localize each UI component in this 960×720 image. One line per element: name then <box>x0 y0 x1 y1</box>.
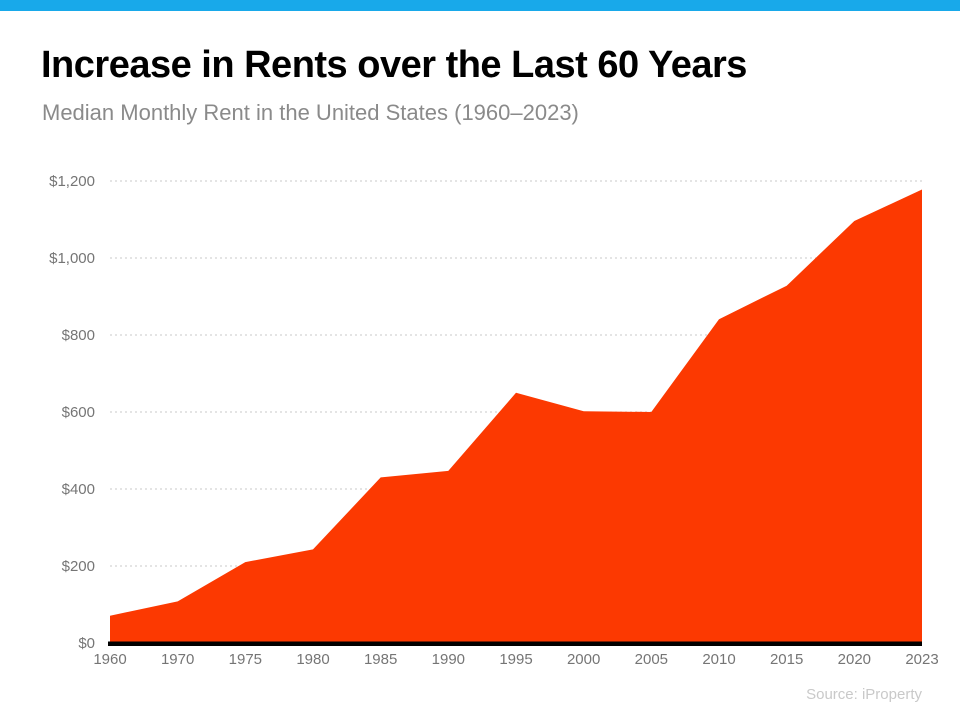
x-axis-tick-label: 2000 <box>567 651 600 668</box>
x-axis-tick-label: 1995 <box>499 651 532 668</box>
y-axis-tick-label: $600 <box>62 404 95 421</box>
x-axis-tick-label: 2005 <box>635 651 668 668</box>
source-caption: Source: iProperty <box>806 686 922 703</box>
y-axis-tick-label: $800 <box>62 327 95 344</box>
page-title: Increase in Rents over the Last 60 Years <box>41 44 747 86</box>
top-accent-bar <box>0 0 960 11</box>
y-axis-tick-label: $0 <box>78 635 95 652</box>
x-axis-tick-label: 1990 <box>432 651 465 668</box>
y-axis-tick-label: $1,200 <box>49 173 95 190</box>
x-axis-tick-label: 2010 <box>702 651 735 668</box>
x-axis-line <box>108 641 922 646</box>
x-axis-tick-label: 1960 <box>93 651 126 668</box>
y-axis-tick-label: $400 <box>62 481 95 498</box>
x-axis-tick-label: 1980 <box>296 651 329 668</box>
rent-area-series <box>110 189 922 643</box>
x-axis-tick-label: 1985 <box>364 651 397 668</box>
page-subtitle: Median Monthly Rent in the United States… <box>42 100 579 125</box>
x-axis-tick-label: 2015 <box>770 651 803 668</box>
y-axis-tick-label: $1,000 <box>49 250 95 267</box>
x-axis-tick-label: 1975 <box>229 651 262 668</box>
x-axis-tick-label: 1970 <box>161 651 194 668</box>
x-axis-tick-label: 2020 <box>838 651 871 668</box>
x-axis-tick-label: 2023 <box>905 651 938 668</box>
y-axis-tick-label: $200 <box>62 558 95 575</box>
